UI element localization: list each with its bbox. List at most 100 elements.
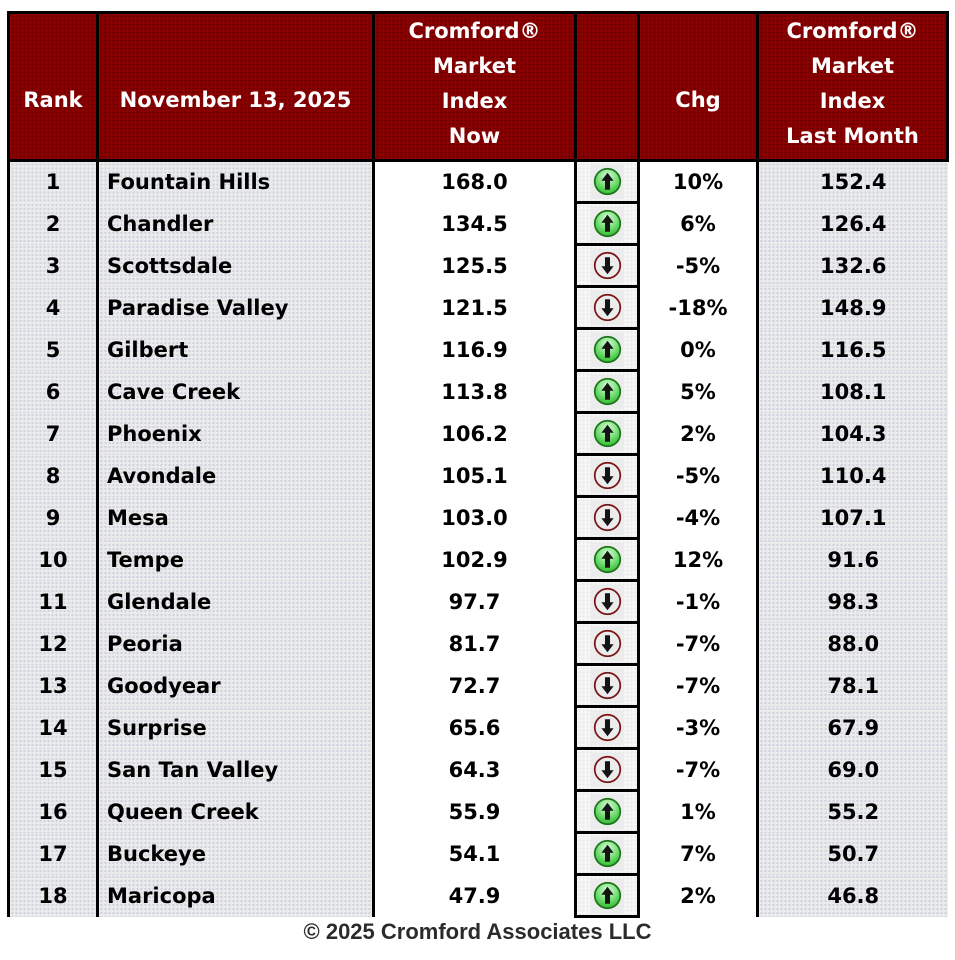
index-last-month-cell: 67.9 <box>757 706 948 749</box>
rank-cell: 14 <box>7 706 98 749</box>
index-now-cell: 103.0 <box>372 496 576 539</box>
header-trend <box>574 11 640 162</box>
index-last-month-cell: 98.3 <box>757 580 948 623</box>
header-rank: Rank <box>7 11 98 162</box>
rank-cell: 13 <box>7 664 98 707</box>
down-arrow-icon <box>590 458 624 493</box>
rank-cell: 2 <box>7 202 98 245</box>
trend-icon-cell <box>574 495 640 540</box>
rank-cell: 10 <box>7 538 98 581</box>
city-cell: San Tan Valley <box>96 748 374 791</box>
city-cell: Buckeye <box>96 832 374 875</box>
city-cell: Surprise <box>96 706 374 749</box>
index-now-cell: 47.9 <box>372 874 576 917</box>
change-cell: 6% <box>638 202 759 245</box>
table-row: 10 Tempe 102.9 <box>7 537 948 582</box>
index-last-month-cell: 126.4 <box>757 202 948 245</box>
index-last-month-cell: 107.1 <box>757 496 948 539</box>
index-now-cell: 113.8 <box>372 370 576 413</box>
index-last-month-cell: 91.6 <box>757 538 948 581</box>
change-cell: 0% <box>638 328 759 371</box>
change-cell: -7% <box>638 748 759 791</box>
index-last-month-cell: 88.0 <box>757 622 948 665</box>
city-cell: Maricopa <box>96 874 374 917</box>
trend-icon-cell <box>574 705 640 750</box>
up-arrow-icon <box>590 206 624 241</box>
index-now-cell: 64.3 <box>372 748 576 791</box>
change-cell: 10% <box>638 160 759 203</box>
trend-icon-cell <box>574 537 640 582</box>
down-arrow-icon <box>590 584 624 619</box>
index-now-cell: 105.1 <box>372 454 576 497</box>
index-last-month-cell: 55.2 <box>757 790 948 833</box>
rank-cell: 15 <box>7 748 98 791</box>
index-now-cell: 65.6 <box>372 706 576 749</box>
index-last-month-cell: 110.4 <box>757 454 948 497</box>
header-date: November 13, 2025 <box>96 11 374 162</box>
index-now-cell: 121.5 <box>372 286 576 329</box>
up-arrow-icon <box>590 542 624 577</box>
index-last-month-cell: 104.3 <box>757 412 948 455</box>
index-now-cell: 125.5 <box>372 244 576 287</box>
table-row: 16 Queen Creek 55.9 <box>7 789 948 834</box>
city-cell: Goodyear <box>96 664 374 707</box>
table-row: 13 Goodyear 72.7 <box>7 663 948 708</box>
index-now-cell: 168.0 <box>372 160 576 203</box>
trend-icon-cell <box>574 453 640 498</box>
rank-cell: 17 <box>7 832 98 875</box>
table-row: 4 Paradise Valley 121.5 <box>7 285 948 330</box>
rank-cell: 5 <box>7 328 98 371</box>
change-cell: 7% <box>638 832 759 875</box>
up-arrow-icon <box>590 794 624 829</box>
up-arrow-icon <box>590 374 624 409</box>
rank-cell: 12 <box>7 622 98 665</box>
rank-cell: 8 <box>7 454 98 497</box>
change-cell: -7% <box>638 622 759 665</box>
up-arrow-icon <box>590 164 624 199</box>
index-last-month-cell: 116.5 <box>757 328 948 371</box>
up-arrow-icon <box>590 878 624 913</box>
trend-icon-cell <box>574 411 640 456</box>
up-arrow-icon <box>590 332 624 367</box>
down-arrow-icon <box>590 500 624 535</box>
trend-icon-cell <box>574 873 640 918</box>
change-cell: -5% <box>638 454 759 497</box>
trend-icon-cell <box>574 201 640 246</box>
index-now-cell: 134.5 <box>372 202 576 245</box>
table-body: 1 Fountain Hills 168.0 <box>7 159 948 918</box>
city-cell: Paradise Valley <box>96 286 374 329</box>
index-now-cell: 54.1 <box>372 832 576 875</box>
trend-icon-cell <box>574 243 640 288</box>
change-cell: 2% <box>638 874 759 917</box>
header-chg: Chg <box>638 11 759 162</box>
city-cell: Scottsdale <box>96 244 374 287</box>
table-row: 14 Surprise 65.6 <box>7 705 948 750</box>
table-row: 18 Maricopa 47.9 <box>7 873 948 918</box>
table-row: 1 Fountain Hills 168.0 <box>7 159 948 204</box>
change-cell: 5% <box>638 370 759 413</box>
change-cell: 2% <box>638 412 759 455</box>
rank-cell: 4 <box>7 286 98 329</box>
up-arrow-icon <box>590 836 624 871</box>
trend-icon-cell <box>574 789 640 834</box>
table-row: 17 Buckeye 54.1 <box>7 831 948 876</box>
index-last-month-cell: 132.6 <box>757 244 948 287</box>
trend-icon-cell <box>574 579 640 624</box>
table-row: 3 Scottsdale 125.5 <box>7 243 948 288</box>
trend-icon-cell <box>574 327 640 372</box>
up-arrow-icon <box>590 416 624 451</box>
city-cell: Glendale <box>96 580 374 623</box>
down-arrow-icon <box>590 710 624 745</box>
city-cell: Phoenix <box>96 412 374 455</box>
index-now-cell: 55.9 <box>372 790 576 833</box>
table-row: 11 Glendale 97.7 <box>7 579 948 624</box>
index-last-month-cell: 108.1 <box>757 370 948 413</box>
table-row: 2 Chandler 134.5 <box>7 201 948 246</box>
cromford-market-index-panel: Rank November 13, 2025 Cromford® Market … <box>7 11 949 918</box>
table-row: 5 Gilbert 116.9 <box>7 327 948 372</box>
down-arrow-icon <box>590 248 624 283</box>
down-arrow-icon <box>590 290 624 325</box>
rank-cell: 9 <box>7 496 98 539</box>
index-now-cell: 72.7 <box>372 664 576 707</box>
table-row: 12 Peoria 81.7 <box>7 621 948 666</box>
